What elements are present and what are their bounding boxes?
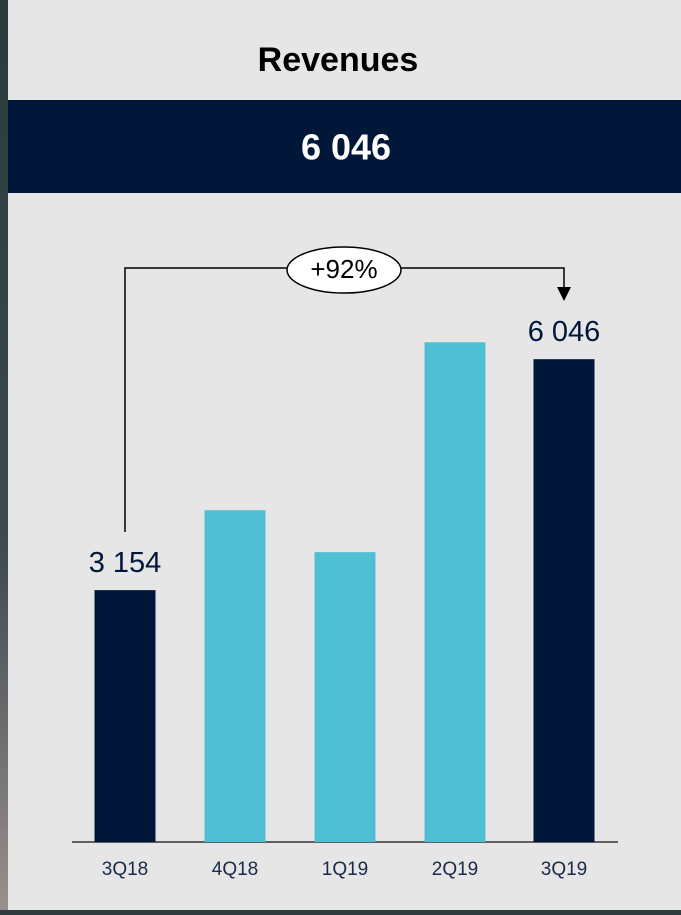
x-tick-label: 3Q18 <box>102 859 148 880</box>
bar <box>94 590 156 842</box>
chart-title: Revenues <box>258 41 419 79</box>
x-tick-label: 3Q19 <box>541 859 587 880</box>
bar <box>424 342 486 842</box>
value-label: 3 154 <box>89 547 162 579</box>
x-tick-label: 1Q19 <box>322 859 368 880</box>
x-tick-label: 4Q18 <box>212 859 258 880</box>
annotation-bubble <box>286 246 402 294</box>
x-tick-label: 2Q19 <box>432 859 478 880</box>
bar <box>314 552 376 842</box>
highlight-band <box>8 100 681 193</box>
annotation: +92% <box>310 254 377 284</box>
bar <box>533 359 595 842</box>
highlight-value: 6 046 <box>301 127 391 168</box>
bar <box>204 510 266 842</box>
value-label: 6 046 <box>528 316 601 348</box>
arrow-head <box>557 287 571 301</box>
